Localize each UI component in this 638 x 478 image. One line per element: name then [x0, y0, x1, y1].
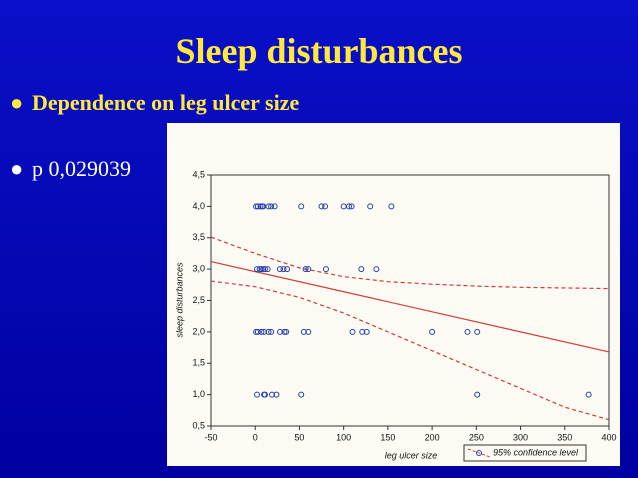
- point: [260, 266, 267, 273]
- bullet-text: Dependence on leg ulcer size: [32, 90, 300, 115]
- legend-marker: [476, 450, 482, 456]
- x-tick-label: 100: [336, 432, 351, 442]
- point: [254, 328, 261, 335]
- point: [318, 203, 325, 210]
- point: [271, 203, 278, 210]
- slide-title: Sleep disturbances: [175, 31, 463, 71]
- point: [464, 328, 471, 335]
- point: [268, 328, 275, 335]
- point: [283, 328, 290, 335]
- x-tick-label: 50: [294, 432, 304, 442]
- point: [305, 328, 312, 335]
- bullet: ● p 0,029039: [10, 156, 131, 181]
- x-axis-label: leg ulcer size: [385, 450, 438, 460]
- point: [298, 391, 305, 398]
- y-tick-label: 1,5: [192, 358, 205, 368]
- y-tick-label: 3,5: [192, 232, 205, 242]
- point: [265, 203, 272, 210]
- point: [284, 266, 291, 273]
- bullet-text: p 0,029039: [32, 156, 131, 181]
- y-tick-label: 4,5: [192, 169, 205, 179]
- x-tick-label: 0: [253, 432, 258, 442]
- point: [268, 203, 275, 210]
- point: [253, 391, 260, 398]
- point: [359, 328, 366, 335]
- point: [388, 203, 395, 210]
- confidence-upper: [210, 236, 610, 290]
- point: [257, 203, 264, 210]
- point: [363, 328, 370, 335]
- point: [429, 328, 436, 335]
- y-axis-label: sleep disturbances: [174, 262, 184, 338]
- y-tick-label: 2,5: [192, 295, 205, 305]
- x-tick-label: 350: [557, 432, 572, 442]
- legend-line: [467, 448, 491, 458]
- x-tick-label: 150: [380, 432, 395, 442]
- point: [258, 266, 265, 273]
- point: [349, 328, 356, 335]
- point: [273, 391, 280, 398]
- confidence-lower: [210, 280, 610, 421]
- point: [302, 266, 309, 273]
- fit-line: [210, 261, 610, 353]
- point: [258, 328, 265, 335]
- y-tick-label: 0,5: [192, 420, 205, 430]
- point: [305, 266, 312, 273]
- y-tick-label: 3,0: [192, 264, 205, 274]
- point: [345, 203, 352, 210]
- point: [261, 266, 268, 273]
- y-tick-label: 2,0: [192, 326, 205, 336]
- bullet: ● Dependence on leg ulcer size: [10, 90, 310, 116]
- legend-label: 95% confidence level: [493, 447, 579, 457]
- x-tick-label: 250: [469, 432, 484, 442]
- point: [298, 203, 305, 210]
- point: [322, 266, 329, 273]
- point: [253, 203, 260, 210]
- point: [348, 203, 355, 210]
- legend-box: [463, 444, 587, 462]
- point: [300, 328, 307, 335]
- point: [265, 328, 272, 335]
- point: [585, 391, 592, 398]
- point: [264, 266, 271, 273]
- y-tick-label: 1,0: [192, 389, 205, 399]
- point: [373, 266, 380, 273]
- point: [261, 328, 268, 335]
- point: [474, 328, 481, 335]
- x-tick-label: 300: [513, 432, 528, 442]
- point: [322, 203, 329, 210]
- point: [281, 328, 288, 335]
- point: [367, 203, 374, 210]
- x-tick-label: 200: [425, 432, 440, 442]
- chart-background: [167, 123, 620, 466]
- point: [280, 266, 287, 273]
- x-tick-label: 400: [601, 432, 616, 442]
- x-tick-label: -50: [204, 432, 217, 442]
- point: [253, 266, 260, 273]
- point: [276, 266, 283, 273]
- point: [474, 391, 481, 398]
- point: [261, 391, 268, 398]
- y-tick-label: 4,0: [192, 201, 205, 211]
- point: [358, 266, 365, 273]
- chart: leg ulcer size sleep disturbances 95% co…: [167, 123, 620, 466]
- point: [269, 391, 276, 398]
- point: [276, 328, 283, 335]
